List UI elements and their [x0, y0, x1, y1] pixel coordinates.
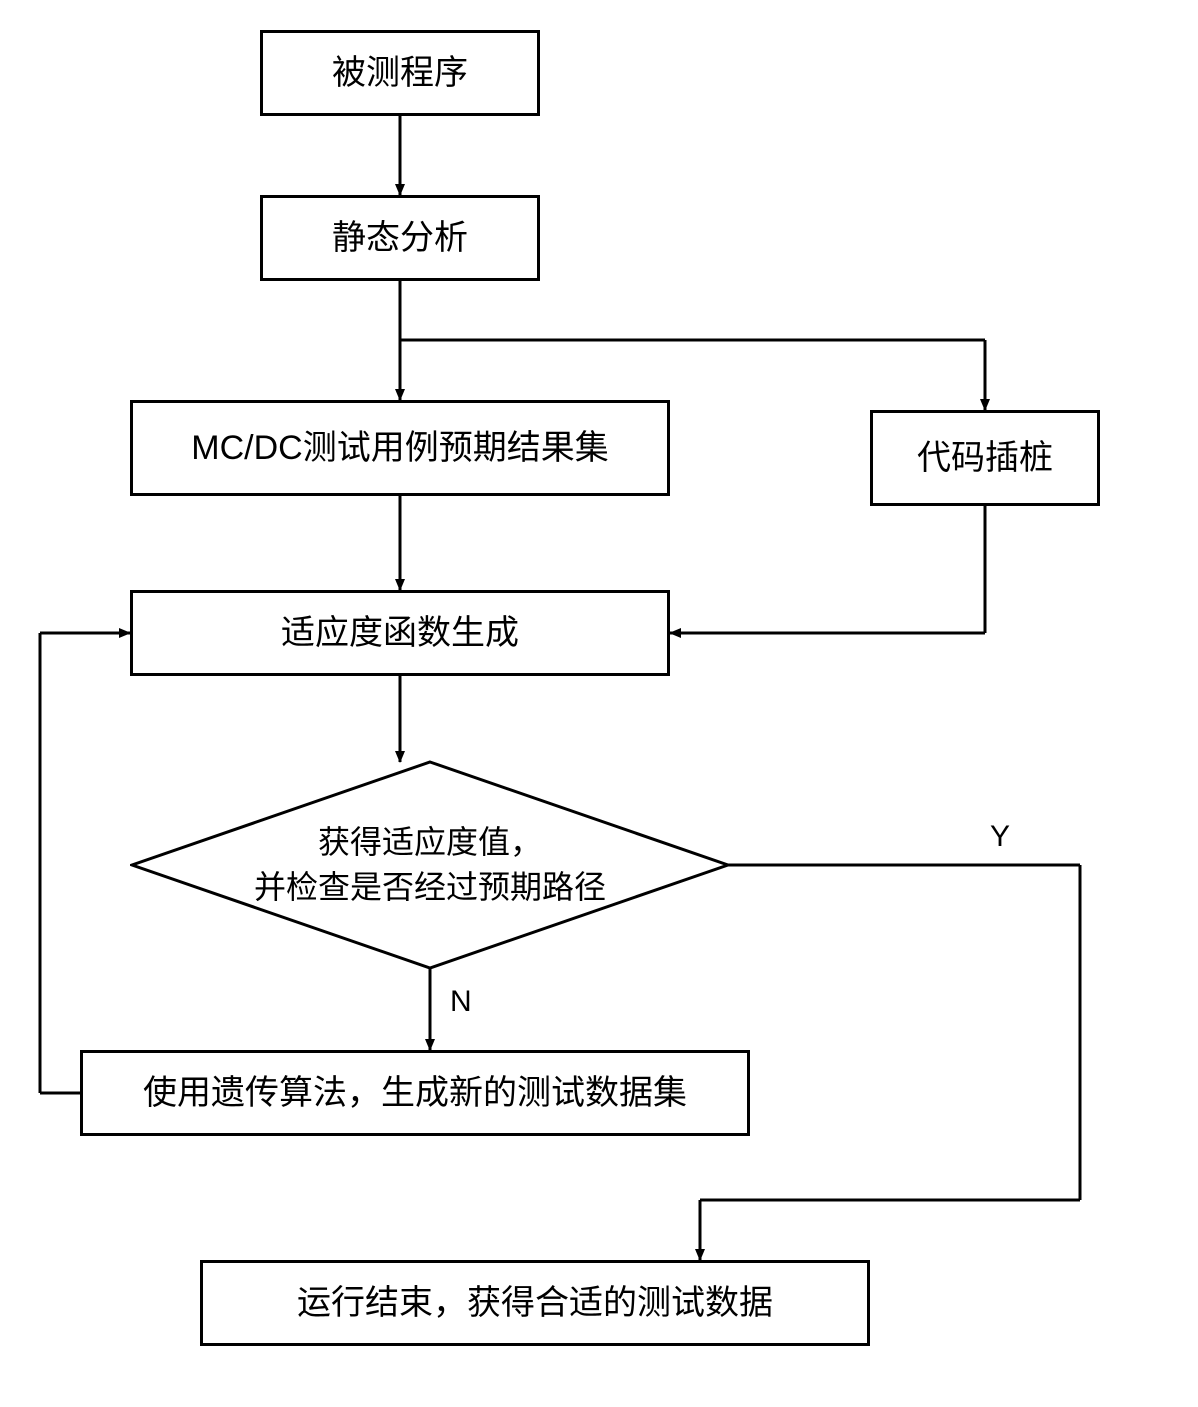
node-genetic-algorithm-generate: 使用遗传算法，生成新的测试数据集 [80, 1050, 750, 1136]
node-mcdc-expected-results: MC/DC测试用例预期结果集 [130, 400, 670, 496]
node-code-instrumentation: 代码插桩 [870, 410, 1100, 506]
node-label: 运行结束，获得合适的测试数据 [297, 1281, 773, 1325]
edge-label-yes: Y [990, 820, 1010, 854]
edge-label-no: N [450, 985, 472, 1019]
node-label: 适应度函数生成 [281, 611, 519, 655]
node-label: 被测程序 [332, 51, 468, 95]
node-program-under-test: 被测程序 [260, 30, 540, 116]
node-label: 静态分析 [332, 216, 468, 260]
node-run-end-result: 运行结束，获得合适的测试数据 [200, 1260, 870, 1346]
node-fitness-function-generation: 适应度函数生成 [130, 590, 670, 676]
edge-label-text: N [450, 985, 472, 1018]
node-label: 获得适应度值， 并检查是否经过预期路径 [254, 820, 606, 910]
edge-label-text: Y [990, 820, 1010, 853]
node-static-analysis: 静态分析 [260, 195, 540, 281]
node-label: MC/DC测试用例预期结果集 [191, 426, 608, 470]
node-label: 使用遗传算法，生成新的测试数据集 [143, 1071, 687, 1115]
node-check-fitness-decision: 获得适应度值， 并检查是否经过预期路径 [130, 760, 730, 970]
flowchart-canvas: 被测程序 静态分析 MC/DC测试用例预期结果集 代码插桩 适应度函数生成 获得… [0, 0, 1198, 1407]
node-label: 代码插桩 [917, 436, 1053, 480]
flowchart-edges [0, 0, 1198, 1407]
